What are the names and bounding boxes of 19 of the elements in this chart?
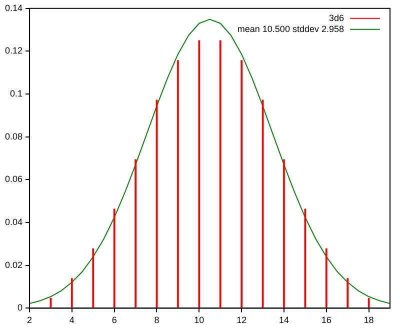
- x-tick-label: 2: [27, 315, 32, 326]
- x-tick-label: 8: [154, 315, 160, 326]
- x-tick-label: 18: [364, 315, 374, 326]
- x-tick-label: 10: [194, 315, 204, 326]
- y-tick-label: 0.08: [4, 131, 23, 142]
- y-tick-label: 0.02: [4, 260, 23, 270]
- x-tick-label: 6: [112, 315, 117, 326]
- y-tick-label: 0.1: [10, 88, 23, 99]
- x-tick-label: 16: [321, 315, 332, 326]
- legend-label: mean 10.500 stddev 2.958: [237, 24, 344, 34]
- y-tick-label: 0.12: [4, 46, 23, 56]
- y-tick-label: 0: [18, 302, 23, 313]
- y-tick-label: 0.04: [4, 217, 23, 228]
- x-tick-label: 14: [278, 315, 289, 326]
- x-tick-label: 12: [236, 315, 247, 326]
- legend-label: 3d6: [328, 12, 344, 23]
- x-tick-label: 4: [69, 315, 74, 326]
- y-tick-label: 0.06: [4, 174, 23, 184]
- y-tick-label: 0.14: [4, 2, 23, 13]
